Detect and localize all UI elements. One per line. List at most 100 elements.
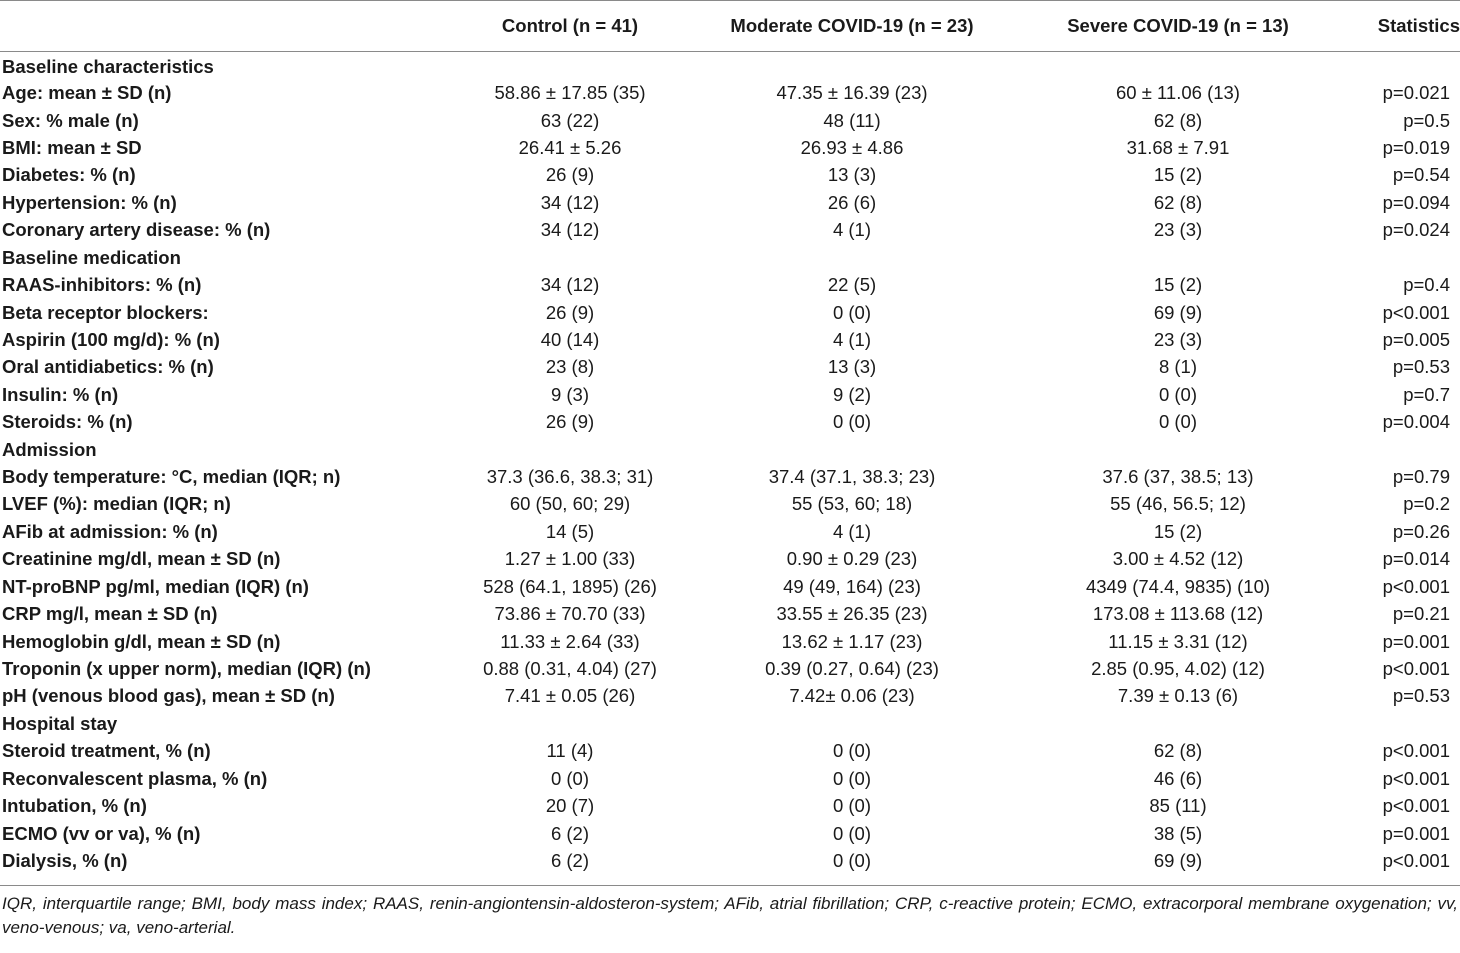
statistics-value: p=0.021 bbox=[1382, 82, 1450, 104]
row-label: Hypertension: % (n) bbox=[2, 191, 177, 213]
moderate-value: 13.62 ± 1.17 (23) bbox=[781, 630, 923, 652]
row-label: Troponin (x upper norm), median (IQR) (n… bbox=[2, 657, 371, 679]
table-row: Aspirin (100 mg/d): % (n) 40 (14) 4 (1) 23 … bbox=[0, 326, 1460, 353]
control-value: 1.27 ± 1.00 (33) bbox=[504, 548, 636, 570]
moderate-value: 9 (2) bbox=[832, 383, 872, 405]
severe-value: 55 (46, 56.5; 12) bbox=[1110, 493, 1246, 515]
severe-value: 0 (0) bbox=[1158, 411, 1198, 433]
severe-value: 3.00 ± 4.52 (12) bbox=[1112, 548, 1244, 570]
severe-value: 23 (3) bbox=[1153, 328, 1203, 350]
severe-value: 37.6 (37, 38.5; 13) bbox=[1102, 466, 1254, 488]
control-value: 37.3 (36.6, 38.3; 31) bbox=[486, 466, 654, 488]
moderate-value: 26 (6) bbox=[827, 191, 877, 213]
control-value: 26 (9) bbox=[545, 301, 595, 323]
bottom-rule bbox=[0, 884, 1460, 886]
moderate-value: 37.4 (37.1, 38.3; 23) bbox=[768, 466, 936, 488]
table-row: pH (venous blood gas), mean ± SD (n) 7.41… bbox=[0, 683, 1460, 710]
statistics-value: p=0.5 bbox=[1403, 109, 1450, 131]
row-label: NT-proBNP pg/ml, median (IQR) (n) bbox=[2, 575, 309, 597]
moderate-value: 0 (0) bbox=[832, 411, 872, 433]
row-label: Sex: % male (n) bbox=[2, 109, 139, 131]
header-rule bbox=[0, 51, 1460, 52]
moderate-value: 4 (1) bbox=[832, 328, 872, 350]
severe-value: 173.08 ± 113.68 (12) bbox=[1092, 603, 1264, 625]
row-label: CRP mg/l, mean ± SD (n) bbox=[2, 603, 218, 625]
statistics-value: p=0.014 bbox=[1382, 548, 1450, 570]
header-cell-moderate: Moderate COVID-19 (n = 23) bbox=[730, 15, 974, 36]
severe-value: 85 (11) bbox=[1149, 795, 1207, 817]
table-row: Beta receptor blockers: 26 (9) 0 (0) 69 (9)… bbox=[0, 299, 1460, 326]
moderate-value: 0 (0) bbox=[832, 795, 872, 817]
table-row: Intubation, % (n) 20 (7) 0 (0) 85 (11) p<0.0… bbox=[0, 792, 1460, 819]
moderate-value: 13 (3) bbox=[827, 164, 877, 186]
table-row: Steroid treatment, % (n) 11 (4) 0 (0) 62 (8… bbox=[0, 738, 1460, 765]
table-row: Oral antidiabetics: % (n) 23 (8) 13 (3) 8 (… bbox=[0, 354, 1460, 381]
severe-value: 11.15 ± 3.31 (12) bbox=[1108, 630, 1248, 652]
characteristics-table: Control (n = 41) Moderate COVID-19 (n = … bbox=[0, 0, 1460, 871]
row-label: BMI: mean ± SD bbox=[2, 136, 142, 158]
moderate-value: 0.90 ± 0.29 (23) bbox=[786, 548, 918, 570]
moderate-value: 0 (0) bbox=[832, 849, 872, 871]
table-row: CRP mg/l, mean ± SD (n) 73.86 ± 70.70 (33… bbox=[0, 600, 1460, 627]
row-label: Coronary artery disease: % (n) bbox=[2, 219, 271, 241]
row-label: Oral antidiabetics: % (n) bbox=[2, 356, 214, 378]
row-label: Diabetes: % (n) bbox=[2, 164, 136, 186]
table-row: BMI: mean ± SD 26.41 ± 5.26 26.93 ± 4.86 31… bbox=[0, 134, 1460, 161]
row-label: LVEF (%): median (IQR; n) bbox=[2, 493, 231, 515]
moderate-value: 0 (0) bbox=[832, 822, 872, 844]
control-value: 0.88 (0.31, 4.04) (27) bbox=[483, 657, 657, 679]
statistics-value: p=0.26 bbox=[1392, 520, 1450, 542]
statistics-value: p=0.001 bbox=[1382, 822, 1450, 844]
row-label: Insulin: % (n) bbox=[2, 383, 119, 405]
statistics-value: p<0.001 bbox=[1382, 657, 1450, 679]
moderate-value: 49 (49, 164) (23) bbox=[783, 575, 921, 597]
row-label: Creatinine mg/dl, mean ± SD (n) bbox=[2, 548, 281, 570]
table-row: Diabetes: % (n) 26 (9) 13 (3) 15 (2) p=0.54 bbox=[0, 162, 1460, 189]
control-value: 0 (0) bbox=[550, 767, 590, 789]
row-label: Dialysis, % (n) bbox=[2, 849, 128, 871]
row-label: Steroid treatment, % (n) bbox=[2, 740, 211, 762]
table-row: Hypertension: % (n) 34 (12) 26 (6) 62 (8) p=… bbox=[0, 189, 1460, 216]
moderate-value: 0.39 (0.27, 0.64) (23) bbox=[765, 657, 939, 679]
moderate-value: 33.55 ± 26.35 (23) bbox=[776, 603, 928, 625]
table-footnote: IQR, interquartile range; BMI, body mass… bbox=[2, 893, 1458, 937]
moderate-value: 0 (0) bbox=[832, 767, 872, 789]
table-row: Sex: % male (n) 63 (22) 48 (11) 62 (8) p=0.5 bbox=[0, 107, 1460, 134]
statistics-value: p=0.21 bbox=[1392, 603, 1450, 625]
table-row: Reconvalescent plasma, % (n) 0 (0) 0 (0) 46… bbox=[0, 765, 1460, 792]
table-row: Age: mean ± SD (n) 58.86 ± 17.85 (35) 47.3… bbox=[0, 79, 1460, 106]
header-cell-label bbox=[0, 0, 438, 52]
control-value: 34 (12) bbox=[540, 191, 600, 213]
control-value: 6 (2) bbox=[550, 849, 590, 871]
row-label: Aspirin (100 mg/d): % (n) bbox=[2, 328, 220, 350]
control-value: 26 (9) bbox=[545, 411, 595, 433]
section-title: Admission bbox=[2, 438, 97, 460]
severe-value: 60 ± 11.06 (13) bbox=[1116, 82, 1240, 104]
control-value: 60 (50, 60; 29) bbox=[509, 493, 631, 515]
control-value: 6 (2) bbox=[550, 822, 590, 844]
control-value: 40 (14) bbox=[540, 328, 600, 350]
severe-value: 15 (2) bbox=[1153, 164, 1203, 186]
section-row: Hospital stay bbox=[0, 710, 1460, 737]
header-cell-statistics: Statistics bbox=[1377, 15, 1460, 36]
top-rule bbox=[0, 0, 1460, 1]
moderate-value: 26.93 ± 4.86 bbox=[800, 136, 904, 158]
statistics-value: p<0.001 bbox=[1382, 849, 1450, 871]
severe-value: 15 (2) bbox=[1153, 274, 1203, 296]
control-value: 34 (12) bbox=[540, 219, 600, 241]
statistics-value: p=0.024 bbox=[1382, 219, 1450, 241]
row-label: Age: mean ± SD (n) bbox=[2, 82, 172, 104]
section-title: Baseline characteristics bbox=[2, 55, 214, 77]
moderate-value: 13 (3) bbox=[827, 356, 877, 378]
statistics-value: p=0.2 bbox=[1403, 493, 1450, 515]
moderate-value: 4 (1) bbox=[832, 219, 872, 241]
control-value: 14 (5) bbox=[545, 520, 595, 542]
control-value: 11 (4) bbox=[546, 740, 594, 762]
statistics-value: p<0.001 bbox=[1382, 575, 1450, 597]
control-value: 26 (9) bbox=[545, 164, 595, 186]
statistics-value: p<0.001 bbox=[1382, 301, 1450, 323]
header-cell-control: Control (n = 41) bbox=[501, 15, 639, 36]
row-label: pH (venous blood gas), mean ± SD (n) bbox=[2, 685, 335, 707]
table-row: LVEF (%): median (IQR; n) 60 (50, 60; 29)… bbox=[0, 491, 1460, 518]
